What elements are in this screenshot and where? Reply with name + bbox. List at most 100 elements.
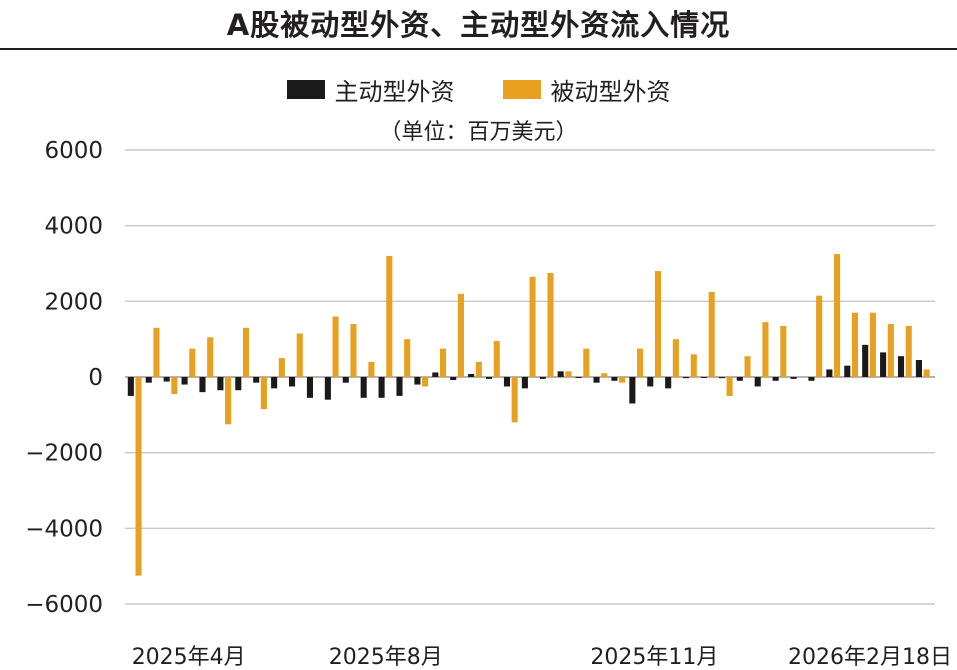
bar-passive <box>601 373 608 377</box>
bar-active <box>181 377 188 385</box>
bar-active <box>396 377 403 396</box>
legend-label-passive: 被动型外资 <box>550 77 671 106</box>
legend-swatch-passive <box>502 79 541 99</box>
bar-passive <box>422 377 429 387</box>
bar-active <box>826 369 833 377</box>
bar-passive <box>475 361 482 377</box>
bar-passive <box>708 291 715 377</box>
bar-active <box>593 377 600 383</box>
bar-active <box>539 377 546 379</box>
bar-active <box>468 373 475 377</box>
bar-active <box>683 377 690 379</box>
bar-active <box>575 377 582 378</box>
bar-active <box>736 377 743 381</box>
bar-passive <box>278 358 285 377</box>
bar-active <box>521 377 528 389</box>
bar-active <box>557 371 564 377</box>
bar-passive <box>637 348 644 377</box>
bar-passive <box>780 325 787 377</box>
bar-passive <box>816 295 823 377</box>
bar-active <box>700 377 708 378</box>
bar-passive <box>619 377 626 383</box>
bar-active <box>718 377 725 379</box>
bar-active <box>897 356 905 377</box>
bar-active <box>271 377 278 389</box>
bar-active <box>127 377 134 396</box>
bar-passive <box>386 255 393 377</box>
legend-item-passive: 被动型外资 <box>502 72 671 107</box>
legend-label-active: 主动型外资 <box>334 77 455 106</box>
bar-active <box>880 352 887 377</box>
bar-passive <box>565 371 572 377</box>
bar-passive <box>511 377 518 423</box>
bar-passive <box>834 254 841 377</box>
bar-passive <box>368 361 375 377</box>
bar-passive <box>672 339 679 377</box>
bar-active <box>665 377 672 389</box>
bar-active <box>414 377 421 385</box>
bar-passive <box>135 377 142 576</box>
bar-passive <box>404 339 411 377</box>
bar-passive <box>529 276 536 377</box>
bar-active <box>862 344 869 377</box>
unit-label: （单位：百万美元） <box>379 120 578 145</box>
y-tick-label: 4000 <box>44 214 103 240</box>
bar-passive <box>332 316 339 377</box>
bar-passive <box>851 312 859 377</box>
bar-passive <box>744 356 751 377</box>
bar-active <box>486 377 493 379</box>
bar-passive <box>207 337 214 377</box>
bar-active <box>754 377 761 387</box>
x-tick-label: 2025年11月 <box>590 645 718 670</box>
bar-passive <box>439 348 447 377</box>
bar-active <box>772 377 779 381</box>
x-tick-label: 2025年4月 <box>132 645 246 670</box>
bar-active <box>217 377 224 391</box>
bar-passive <box>242 327 250 377</box>
bar-passive <box>905 325 912 377</box>
bar-active <box>306 377 313 398</box>
bar-active <box>647 377 654 387</box>
bar-passive <box>493 341 500 377</box>
bar-passive <box>547 272 554 377</box>
y-tick-label: −6000 <box>25 592 103 618</box>
bar-active <box>611 377 618 381</box>
bar-passive <box>726 377 733 396</box>
bar-active <box>253 377 260 383</box>
bar-passive <box>296 333 303 377</box>
title-divider <box>0 48 957 50</box>
bar-passive <box>869 312 876 377</box>
bar-active <box>324 377 331 400</box>
bar-passive <box>260 377 267 410</box>
bar-active <box>808 377 815 381</box>
bar-active <box>450 377 457 381</box>
y-tick-label: 0 <box>88 365 103 391</box>
bar-active <box>503 377 511 387</box>
bar-passive <box>171 377 178 395</box>
bar-active <box>915 359 922 377</box>
legend-swatch-active <box>286 79 325 99</box>
x-tick-label: 2026年2月18日 <box>788 645 952 670</box>
bar-active <box>235 377 242 391</box>
bar-active <box>163 377 170 382</box>
bar-passive <box>457 293 464 377</box>
bar-active <box>629 377 636 404</box>
bar-active <box>360 377 367 398</box>
chart-title: A股被动型外资、主动型外资流入情况 <box>226 8 731 42</box>
y-tick-label: −2000 <box>25 441 103 467</box>
bar-passive <box>189 348 196 377</box>
legend: 主动型外资 被动型外资 <box>0 72 957 106</box>
bar-active <box>790 377 797 379</box>
y-tick-label: 6000 <box>44 138 103 164</box>
bar-passive <box>654 271 662 377</box>
bar-passive <box>153 327 160 377</box>
bar-active <box>288 377 296 387</box>
bar-passive <box>762 322 769 377</box>
bar-active <box>145 377 152 383</box>
x-tick-label: 2025年8月 <box>329 645 443 670</box>
legend-item-active: 主动型外资 <box>286 72 455 107</box>
y-tick-label: −4000 <box>25 516 103 542</box>
bar-passive <box>225 377 232 425</box>
bar-active <box>432 372 439 377</box>
